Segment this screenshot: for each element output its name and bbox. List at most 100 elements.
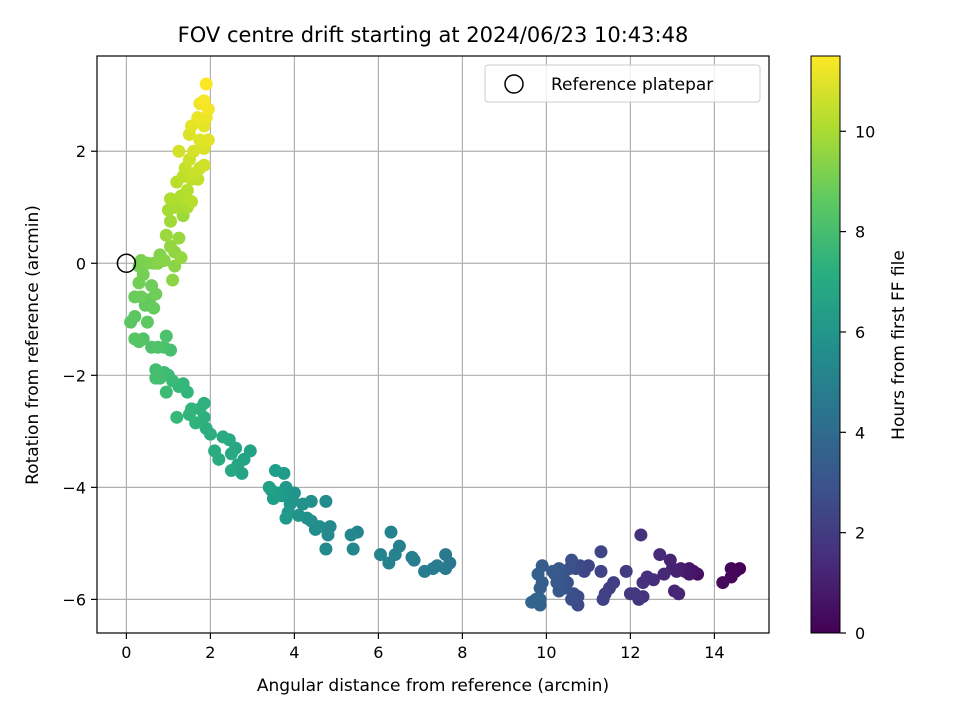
colorbar-tick-label: 6 [855, 323, 865, 342]
data-point [319, 542, 333, 556]
legend-marker-icon [504, 74, 524, 94]
y-tick-label: −2 [62, 366, 86, 385]
data-point [174, 251, 188, 265]
data-point [292, 508, 306, 522]
data-point [159, 329, 173, 343]
x-tick-label: 12 [620, 643, 640, 662]
data-point [197, 158, 211, 172]
data-point [594, 545, 608, 559]
data-point [164, 214, 177, 228]
data-point [170, 410, 184, 424]
data-point [164, 239, 177, 253]
data-point [199, 77, 213, 91]
data-point [546, 564, 560, 578]
data-point [653, 548, 667, 562]
data-point [346, 542, 360, 556]
data-point [296, 497, 310, 511]
colorbar-tick-label: 0 [855, 624, 865, 643]
data-point [716, 576, 730, 590]
data-point [344, 528, 358, 542]
data-point [128, 332, 142, 346]
colorbar [810, 55, 841, 634]
data-point [149, 287, 163, 301]
x-tick-label: 6 [373, 643, 383, 662]
data-point [180, 183, 194, 197]
y-tick-label: −4 [62, 478, 86, 497]
x-tick-label: 10 [536, 643, 556, 662]
data-point [161, 203, 175, 217]
legend-label: Reference platepar [551, 75, 713, 95]
data-point [262, 480, 276, 494]
colorbar-title: Hours from first FF file [889, 250, 909, 440]
colorbar-tick-label: 4 [855, 423, 865, 442]
data-point [164, 192, 177, 206]
data-point [157, 253, 171, 267]
data-point [216, 430, 230, 444]
data-point [663, 553, 677, 567]
y-tick-label: 0 [76, 254, 86, 273]
data-point [384, 525, 398, 539]
data-point [657, 567, 671, 581]
data-point [594, 564, 608, 578]
y-axis-ticks: −6 −4 −2 0 2 [62, 142, 97, 609]
data-point [319, 494, 333, 508]
data-point [208, 444, 222, 458]
grid-lines [97, 56, 769, 633]
data-point [405, 550, 419, 564]
data-point [636, 576, 650, 590]
data-point [623, 587, 637, 601]
data-point [619, 564, 633, 578]
data-point [321, 528, 335, 542]
data-point [672, 587, 686, 601]
data-point [182, 408, 196, 422]
data-point [531, 567, 545, 581]
data-point [634, 528, 648, 542]
data-point [374, 548, 387, 562]
colorbar-tick-label: 8 [855, 223, 865, 242]
data-point [596, 592, 610, 606]
x-tick-label: 0 [121, 643, 131, 662]
x-tick-label: 2 [205, 643, 215, 662]
colorbar-tick-label: 2 [855, 524, 865, 543]
chart-title: FOV centre drift starting at 2024/06/23 … [178, 23, 689, 47]
data-point [224, 464, 238, 478]
data-point [187, 144, 201, 158]
x-axis-title: Angular distance from reference (arcmin) [257, 676, 609, 696]
data-point [172, 144, 186, 158]
data-point [565, 592, 579, 606]
data-point [201, 133, 215, 147]
data-point [533, 581, 547, 595]
data-point [525, 595, 539, 609]
data-point [185, 195, 198, 209]
data-point [140, 315, 154, 329]
data-point [147, 301, 161, 315]
plot-frame [96, 55, 770, 634]
data-point [159, 228, 173, 242]
data-point [439, 548, 453, 562]
legend-box [484, 64, 761, 103]
y-axis-title: Rotation from reference (arcmin) [23, 205, 43, 485]
data-point [224, 447, 238, 461]
data-point [269, 464, 282, 478]
y-tick-label: −6 [62, 590, 86, 609]
x-tick-label: 14 [704, 643, 724, 662]
data-point [145, 340, 159, 354]
data-point [159, 385, 173, 399]
data-point [166, 273, 180, 287]
data-point [197, 94, 211, 108]
legend: Reference platepar [484, 64, 761, 103]
data-point [128, 309, 142, 323]
data-point [279, 511, 293, 525]
data-point [149, 371, 163, 385]
y-tick-label: 2 [76, 142, 86, 161]
x-tick-label: 4 [289, 643, 299, 662]
data-point [382, 556, 396, 570]
colorbar-tick-label: 10 [855, 122, 875, 141]
data-point [418, 564, 432, 578]
data-points [124, 77, 747, 612]
x-tick-label: 8 [457, 643, 467, 662]
data-point [199, 422, 213, 436]
reference-platepar-marker [116, 253, 137, 274]
colorbar-ticks: 0 2 4 6 8 10 [840, 122, 875, 643]
